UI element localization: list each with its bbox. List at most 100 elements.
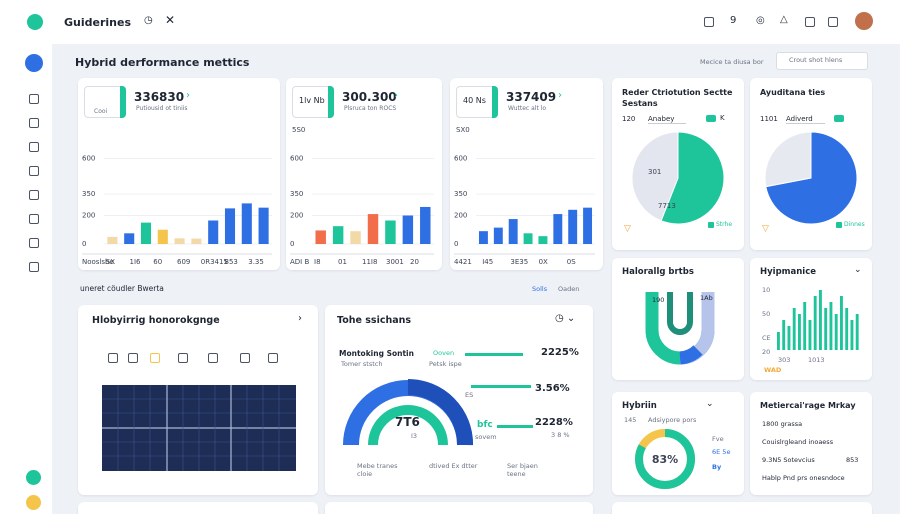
tool-icon[interactable] xyxy=(108,353,118,363)
y-tick-label: 200 xyxy=(290,212,303,220)
chip-label: K xyxy=(720,114,725,122)
nav-icon[interactable] xyxy=(29,94,39,104)
legend-label: Strhe xyxy=(716,221,733,228)
legend: By xyxy=(712,463,722,471)
section-title: uneret cöudler Bwerta xyxy=(80,284,164,293)
x-label: 3.35 xyxy=(248,258,264,266)
gauge-arc xyxy=(407,379,473,446)
logo[interactable] xyxy=(27,14,43,30)
list-row[interactable]: Hablp Pnd prs onesndoce xyxy=(762,474,845,482)
bar xyxy=(493,227,503,244)
kpi-caption: Cooi xyxy=(94,108,108,115)
filter[interactable]: Anabey xyxy=(648,115,687,124)
section-sort[interactable]: Oaden xyxy=(558,285,580,293)
nav-home[interactable] xyxy=(25,54,43,72)
horseshoe-card: Halorallg brtbs 190 1Ab xyxy=(612,258,744,380)
tool-icon[interactable] xyxy=(268,353,278,363)
bar xyxy=(478,231,488,244)
x-label: 609 xyxy=(177,258,190,266)
nav-icon[interactable] xyxy=(29,118,39,128)
nav-icon[interactable] xyxy=(29,214,39,224)
list-value: 853 xyxy=(846,456,859,464)
close-icon[interactable]: ✕ xyxy=(165,13,176,27)
page-title: Hybrid derformance mettics xyxy=(75,56,250,69)
nav-icon[interactable] xyxy=(29,238,39,248)
kpi-box: 1lv Nb xyxy=(292,86,334,118)
spark-bar xyxy=(803,302,807,350)
tool-icon[interactable] xyxy=(208,353,218,363)
bar xyxy=(385,220,396,244)
legend: 6E 5e xyxy=(712,448,731,456)
tool-icon[interactable] xyxy=(128,353,138,363)
legend-sub: Petsk ispe xyxy=(429,360,462,368)
kpi-sub: Putiousid ot tiniis xyxy=(136,105,188,112)
card-title: Reder Ctriotution Sectte xyxy=(622,88,733,97)
top-icon[interactable] xyxy=(805,17,815,27)
nav-icon[interactable] xyxy=(29,166,39,176)
spark-bar xyxy=(813,296,817,350)
legend-bar xyxy=(465,353,523,356)
x-label: 3E35 xyxy=(510,258,528,266)
search-text: Crout shot hlens xyxy=(789,56,843,64)
spark-bar xyxy=(792,308,796,350)
nav-icon[interactable] xyxy=(29,190,39,200)
top-icon[interactable]: ◎ xyxy=(756,15,765,26)
chip xyxy=(706,115,716,122)
nav-icon[interactable] xyxy=(29,262,39,272)
card-title: Halorallg brtbs xyxy=(622,267,694,277)
y-top-label: SX0 xyxy=(456,126,470,134)
badge[interactable]: 9 xyxy=(730,15,737,26)
list-row[interactable]: 9.3N5 Sotevcius xyxy=(762,456,815,464)
stat-value: 2225% xyxy=(541,347,579,358)
nav-icon[interactable] xyxy=(29,142,39,152)
arc xyxy=(679,345,703,365)
chevron[interactable]: ⌄ xyxy=(854,265,862,275)
list-row[interactable]: Couislrgleand inoaess xyxy=(762,438,834,446)
kpi-box-text: 1lv Nb xyxy=(299,96,325,105)
bar-card: 336830 Cooi Putiousid ot tiniis › 0 200 350 600… xyxy=(78,78,280,270)
pie xyxy=(764,131,858,225)
tool-icon[interactable] xyxy=(178,353,188,363)
spark-bar xyxy=(834,314,838,350)
y-tick-label: 350 xyxy=(290,190,303,198)
legend-chip xyxy=(836,222,842,228)
card-partial xyxy=(325,502,593,514)
avatar[interactable] xyxy=(855,12,873,30)
top-icon[interactable]: △ xyxy=(780,14,788,25)
nav-alert[interactable] xyxy=(26,495,41,510)
x-label: 4421 xyxy=(454,258,472,266)
card-title: Tohe ssichans xyxy=(337,315,412,326)
nav-status[interactable] xyxy=(26,470,41,485)
filter[interactable]: Adiverd xyxy=(786,115,825,124)
pie-warning: ▽ xyxy=(762,224,769,234)
top-icon[interactable] xyxy=(828,17,838,27)
tool-icon[interactable] xyxy=(240,353,250,363)
chevron[interactable]: ⌄ xyxy=(706,399,714,409)
x-label: I45 xyxy=(482,258,493,266)
chevron-green: › xyxy=(186,90,190,101)
y-tick-label: 200 xyxy=(454,212,467,220)
bar xyxy=(191,238,202,244)
section-link[interactable]: Solls xyxy=(532,285,548,293)
search-box[interactable]: Crout shot hlens xyxy=(776,52,868,70)
top-icon[interactable] xyxy=(704,17,714,27)
donut-card: Hybriin ⌄ 145 Adsiypore pors Fve 6E 5e B… xyxy=(612,392,744,495)
list-row[interactable]: 1800 grassa xyxy=(762,420,803,428)
gauge-heading: Montoking Sontin xyxy=(339,349,414,358)
tool-icon[interactable] xyxy=(150,353,160,363)
sidebar xyxy=(0,0,52,514)
footer-item: dtived Ex dtter xyxy=(429,462,478,470)
bar xyxy=(402,215,414,244)
y-tick-label: 600 xyxy=(454,155,467,163)
bar xyxy=(107,236,118,244)
tick-label: 50 xyxy=(762,310,771,318)
clock-icon[interactable]: ◷ xyxy=(144,15,153,26)
chevron[interactable]: › xyxy=(298,313,302,324)
menu-icon[interactable]: ◷ ⌄ xyxy=(555,313,576,324)
x-label: I8 xyxy=(314,258,321,266)
y-tick-label: 0 xyxy=(82,240,86,248)
arc-label: 1Ab xyxy=(700,294,713,302)
spark-bar xyxy=(845,308,849,350)
card-partial xyxy=(612,502,872,514)
pie-slice xyxy=(764,131,812,188)
